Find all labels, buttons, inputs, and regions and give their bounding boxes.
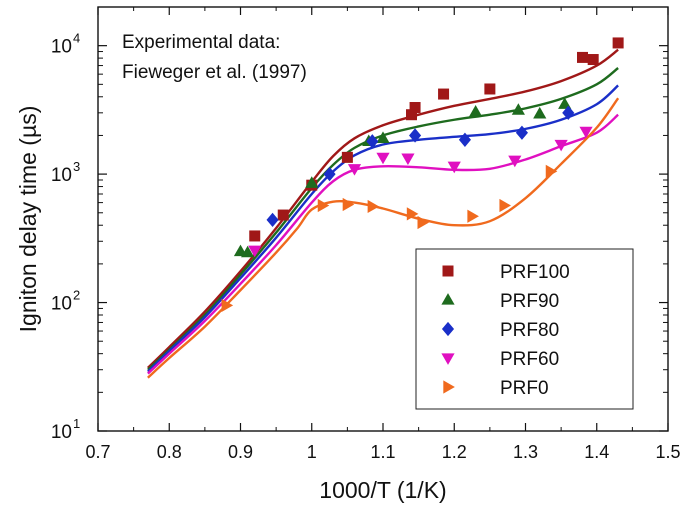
- prf80-data-point: [562, 105, 575, 120]
- prf0-data-point: [545, 164, 558, 178]
- legend-marker-prf90: [441, 293, 455, 305]
- x-tick-label: 0.7: [85, 442, 110, 462]
- y-tick-exponent: 3: [73, 159, 80, 174]
- x-tick-label: 1.4: [584, 442, 609, 462]
- prf0-data-point: [221, 298, 234, 313]
- prf90-data-point: [511, 103, 525, 115]
- prf80-data-point: [409, 128, 422, 143]
- y-tick-label: 10: [51, 422, 72, 443]
- prf0-data-point: [342, 197, 355, 212]
- prf0-data-point: [467, 209, 479, 223]
- y-tick-label: 10: [51, 165, 72, 186]
- prf0-data-point: [367, 199, 380, 214]
- prf0-data-point: [417, 215, 430, 230]
- legend-marker-prf80: [441, 321, 455, 337]
- prf60-data-point: [347, 164, 362, 176]
- prf60-data-point: [376, 152, 390, 165]
- experimental-points: [221, 37, 624, 313]
- x-tick-label: 1.5: [655, 442, 680, 462]
- prf90-data-point: [533, 106, 547, 119]
- prf100-data-point: [577, 51, 588, 63]
- prf100-data-point: [438, 88, 450, 100]
- prf90-data-point: [241, 245, 255, 258]
- prf100-data-point: [612, 37, 624, 49]
- prf0-model-line: [147, 97, 620, 379]
- plot-frame: [97, 6, 669, 432]
- x-tick-label: 1.3: [513, 442, 538, 462]
- prf100-data-point: [409, 102, 421, 114]
- prf80-data-point: [515, 125, 528, 140]
- prf80-data-point: [458, 132, 471, 147]
- prf60-data-point: [248, 245, 262, 258]
- annotation-line-2: Fieweger et al. (1997): [122, 62, 307, 83]
- x-tick-label: 1.2: [442, 442, 467, 462]
- prf100-data-point: [587, 54, 599, 66]
- prf80-data-point: [323, 166, 336, 182]
- legend: PRF100 PRF90 PRF80 PRF60 PRF0: [415, 248, 634, 410]
- y-tick-label: 10: [51, 294, 72, 315]
- y-tick-exponent: 2: [73, 288, 80, 303]
- x-tick-label: 0.9: [228, 442, 253, 462]
- prf100-model-line: [147, 48, 619, 369]
- legend-marker-prf60: [441, 353, 455, 365]
- prf80-model-line: [147, 84, 619, 373]
- prf100-data-point: [484, 83, 496, 95]
- legend-marker-prf0: [443, 380, 455, 394]
- prf60-data-point: [579, 126, 593, 139]
- prf90-data-point: [305, 176, 319, 188]
- x-axis-label: 1000/T (1/K): [319, 477, 446, 503]
- prf100-data-point: [406, 109, 417, 121]
- x-tick-label: 1.1: [370, 442, 395, 462]
- prf100-data-point: [249, 230, 261, 242]
- prf60-data-point: [401, 153, 415, 166]
- legend-label-prf90: PRF90: [500, 291, 559, 312]
- prf90-data-point: [469, 105, 483, 117]
- x-tick-label: 0.8: [157, 442, 182, 462]
- prf0-data-point: [317, 198, 330, 213]
- prf80-data-point: [266, 212, 279, 228]
- prf60-data-point: [508, 155, 522, 168]
- annotation-line-1: Experimental data:: [122, 32, 280, 53]
- legend-label-prf100: PRF100: [500, 262, 570, 283]
- y-axis-label: Igniton delay time (µs): [15, 106, 41, 333]
- x-tick-label: 1: [307, 442, 317, 462]
- x-tick-labels: 0.7 0.8 0.9 1 1.1 1.2 1.3 1.4 1.5: [85, 442, 680, 462]
- prf90-data-point: [376, 131, 390, 143]
- prf80-data-point: [366, 134, 379, 149]
- legend-label-prf60: PRF60: [500, 349, 559, 370]
- y-tick-exponent: 1: [73, 416, 80, 431]
- prf0-data-point: [406, 207, 419, 221]
- prf60-data-point: [554, 139, 568, 152]
- legend-marker-prf100: [442, 265, 454, 277]
- prf60-data-point: [447, 161, 461, 174]
- prf100-data-point: [341, 151, 353, 163]
- legend-label-prf0: PRF0: [500, 378, 549, 399]
- prf100-data-point: [277, 209, 289, 221]
- prf0-data-point: [499, 198, 511, 213]
- legend-label-prf80: PRF80: [500, 320, 559, 341]
- y-tick-label: 10: [51, 37, 72, 58]
- y-tick-exponent: 4: [73, 31, 80, 46]
